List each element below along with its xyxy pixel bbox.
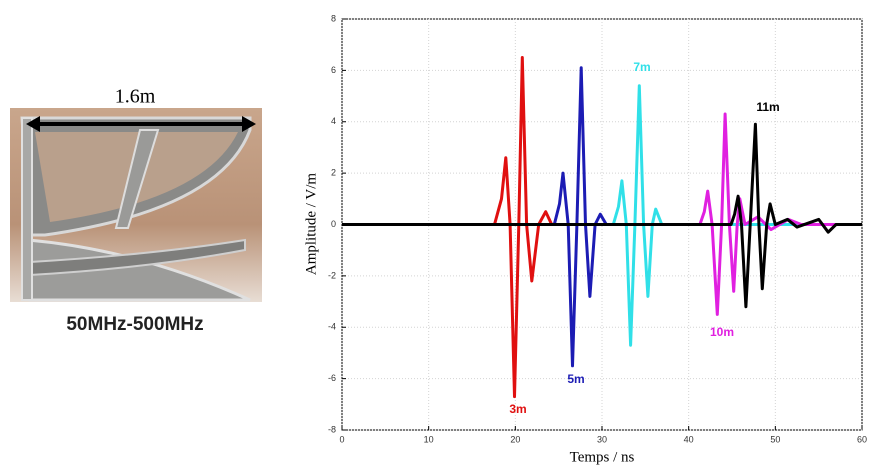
x-tick-label: 50 — [770, 434, 780, 444]
y-tick-label: -4 — [328, 322, 336, 332]
y-tick-label: 6 — [331, 65, 336, 75]
x-tick-label: 10 — [424, 434, 434, 444]
series-annotation: 7m — [633, 60, 650, 74]
y-tick-label: 8 — [331, 13, 336, 23]
x-tick-label: 60 — [857, 434, 867, 444]
band-caption: 50MHz-500MHz — [66, 314, 203, 335]
y-tick-label: -8 — [328, 424, 336, 434]
y-tick-label: 2 — [331, 168, 336, 178]
y-tick-label: 0 — [331, 219, 336, 229]
x-tick-label: 40 — [684, 434, 694, 444]
series-line — [342, 122, 862, 309]
antenna-photo: 1.6m 50MHz-500MHz — [10, 86, 262, 335]
x-axis-label: Temps / ns — [570, 449, 635, 465]
series-line — [342, 84, 862, 347]
series-line — [342, 56, 862, 399]
series-line — [342, 66, 862, 368]
series-line — [342, 112, 862, 316]
y-tick-label: -6 — [328, 373, 336, 383]
dimension-label: 1.6m — [115, 86, 156, 108]
x-tick-label: 30 — [597, 434, 607, 444]
x-tick-label: 0 — [339, 434, 344, 444]
y-axis-label: Amplitude / V/m — [303, 173, 319, 276]
series-annotation: 10m — [710, 325, 734, 339]
y-tick-label: 4 — [331, 116, 336, 126]
x-tick-label: 20 — [510, 434, 520, 444]
series-annotation: 3m — [509, 402, 526, 416]
series-annotation: 11m — [756, 100, 779, 114]
series-annotation: 5m — [567, 372, 584, 386]
y-tick-label: -2 — [328, 270, 336, 280]
